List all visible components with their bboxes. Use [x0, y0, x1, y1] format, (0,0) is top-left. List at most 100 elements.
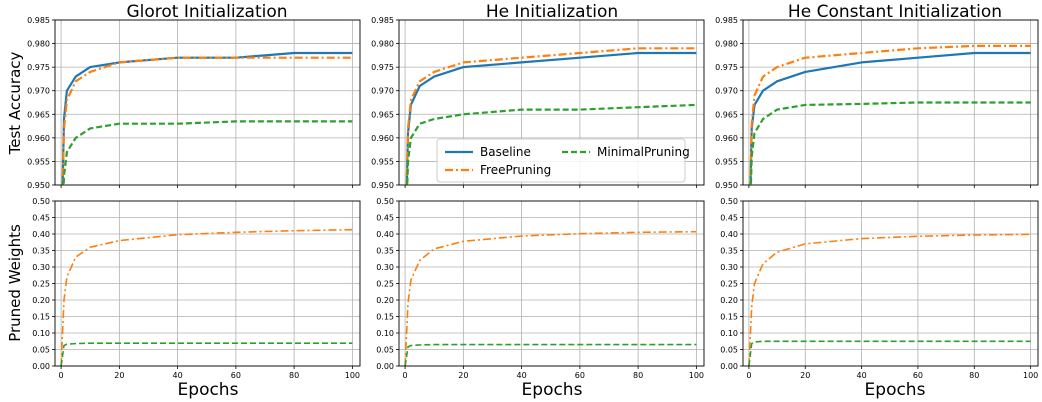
panel-r1-c0: 0.00 0.05 0.10 0.15 0.20 0.25 0.30 0.35 0.40 0.45…	[32, 197, 361, 380]
y-tick-label: 0.980	[715, 40, 738, 49]
y-tick-label: 0.975	[715, 63, 738, 72]
x-tick-label: 20	[800, 371, 810, 380]
y-tick-label: 0.10	[720, 329, 738, 338]
x-tick-label: 80	[969, 371, 979, 380]
y-tick-label: 0.50	[720, 197, 738, 206]
y-tick-label: 0.25	[32, 280, 50, 289]
y-tick-label: 0.975	[27, 63, 50, 72]
x-tick-label: 100	[689, 371, 704, 380]
x-tick-label: 40	[173, 371, 183, 380]
y-tick-label: 0.20	[720, 296, 738, 305]
legend-label-minimalpruning: MinimalPruning	[597, 145, 690, 159]
x-tick-label: 60	[913, 371, 923, 380]
column-title-he-constant: He Constant Initialization	[788, 2, 1002, 22]
y-tick-label: 0.35	[376, 247, 394, 256]
x-tick-label: 0	[746, 371, 751, 380]
series-line-minimalpruning	[748, 340, 1031, 366]
y-tick-label: 0.975	[371, 63, 394, 72]
y-tick-label: 0.970	[371, 87, 394, 96]
x-tick-label: 0	[59, 371, 64, 380]
panel-r0-c0: 0.950 0.955 0.960 0.965 0.970 0.975 0.980 0.985	[27, 16, 361, 190]
y-tick-label: 0.20	[376, 296, 394, 305]
y-tick-label: 0.960	[27, 134, 50, 143]
y-tick-label: 0.950	[715, 181, 738, 190]
y-tick-label: 0.35	[720, 247, 738, 256]
y-tick-label: 0.45	[32, 214, 50, 223]
series-line-minimalpruning	[749, 101, 1031, 185]
y-tick-label: 0.950	[27, 181, 50, 190]
column-title-glorot: Glorot Initialization	[126, 2, 287, 22]
series-line-baseline	[405, 51, 697, 185]
y-tick-label: 0.950	[371, 181, 394, 190]
x-tick-label: 60	[231, 371, 241, 380]
y-tick-label: 0.00	[32, 362, 50, 371]
y-tick-label: 0.30	[32, 263, 50, 272]
y-tick-label: 0.40	[32, 230, 50, 239]
axes-frame	[398, 200, 705, 367]
series-line-minimalpruning	[406, 103, 697, 185]
y-tick-label: 0.10	[32, 329, 50, 338]
y-tick-label: 0.970	[27, 87, 50, 96]
y-tick-label: 0.00	[376, 362, 394, 371]
y-tick-label: 0.05	[32, 346, 50, 355]
column-title-he: He Initialization	[486, 2, 618, 22]
y-tick-label: 0.00	[720, 362, 738, 371]
series-line-freepruning	[61, 56, 353, 185]
y-tick-label: 0.985	[371, 16, 394, 25]
y-tick-label: 0.980	[371, 40, 394, 49]
x-tick-label: 100	[345, 371, 360, 380]
y-tick-label: 0.30	[720, 263, 738, 272]
y-tick-label: 0.35	[32, 247, 50, 256]
y-tick-label: 0.20	[32, 296, 50, 305]
series-line-freepruning	[748, 233, 1031, 366]
y-tick-label: 0.50	[376, 197, 394, 206]
series-line-minimalpruning	[62, 120, 353, 185]
y-tick-label: 0.40	[376, 230, 394, 239]
legend-label-baseline: Baseline	[480, 145, 531, 159]
y-tick-label: 0.955	[371, 157, 394, 166]
y-tick-label: 0.960	[715, 134, 738, 143]
x-axis-label-col-1: Epochs	[178, 380, 239, 400]
y-tick-label: 0.960	[371, 134, 394, 143]
y-tick-label: 0.25	[720, 280, 738, 289]
y-axis-label-test-accuracy: Test Accuracy	[6, 51, 24, 155]
y-tick-label: 0.50	[32, 197, 50, 206]
panel-grid: 0.950 0.955 0.960 0.965 0.970 0.975 0.980 0.985…	[27, 16, 1039, 380]
y-tick-label: 0.05	[376, 346, 394, 355]
x-tick-label: 80	[289, 371, 299, 380]
x-tick-label: 20	[458, 371, 468, 380]
y-tick-label: 0.955	[27, 157, 50, 166]
y-tick-label: 0.30	[376, 263, 394, 272]
legend-box	[436, 138, 686, 183]
y-tick-label: 0.15	[720, 313, 738, 322]
y-tick-label: 0.985	[715, 16, 738, 25]
series-line-minimalpruning	[404, 343, 697, 366]
panel-r1-c1: 0.00 0.05 0.10 0.15 0.20 0.25 0.30 0.35 0.40 0.45…	[376, 197, 705, 380]
x-tick-label: 100	[1023, 371, 1038, 380]
y-tick-label: 0.965	[27, 110, 50, 119]
panel-r1-c2: 0.00 0.05 0.10 0.15 0.20 0.25 0.30 0.35 0.40 0.45…	[720, 197, 1039, 380]
panel-r0-c2: 0.950 0.955 0.960 0.965 0.970 0.975 0.980 0.985	[715, 16, 1039, 190]
axes-frame	[54, 200, 361, 367]
y-tick-label: 0.40	[720, 230, 738, 239]
series-line-minimalpruning	[60, 342, 353, 366]
x-tick-label: 40	[517, 371, 527, 380]
y-tick-label: 0.985	[27, 16, 50, 25]
y-tick-label: 0.15	[32, 313, 50, 322]
axes-frame	[742, 200, 1039, 367]
y-tick-label: 0.15	[376, 313, 394, 322]
y-axis-label-pruned-weights: Pruned Weights	[6, 224, 24, 342]
x-tick-label: 0	[403, 371, 408, 380]
y-tick-label: 0.980	[27, 40, 50, 49]
y-tick-label: 0.05	[720, 346, 738, 355]
y-tick-label: 0.970	[715, 87, 738, 96]
legend-label-freepruning: FreePruning	[480, 163, 551, 177]
series-line-freepruning	[749, 44, 1031, 185]
y-tick-label: 0.45	[376, 214, 394, 223]
y-tick-label: 0.45	[720, 214, 738, 223]
axes-frame	[54, 19, 361, 186]
axes-frame	[398, 19, 705, 186]
series-line-freepruning	[60, 228, 353, 366]
x-axis-label-col-2: Epochs	[522, 380, 583, 400]
